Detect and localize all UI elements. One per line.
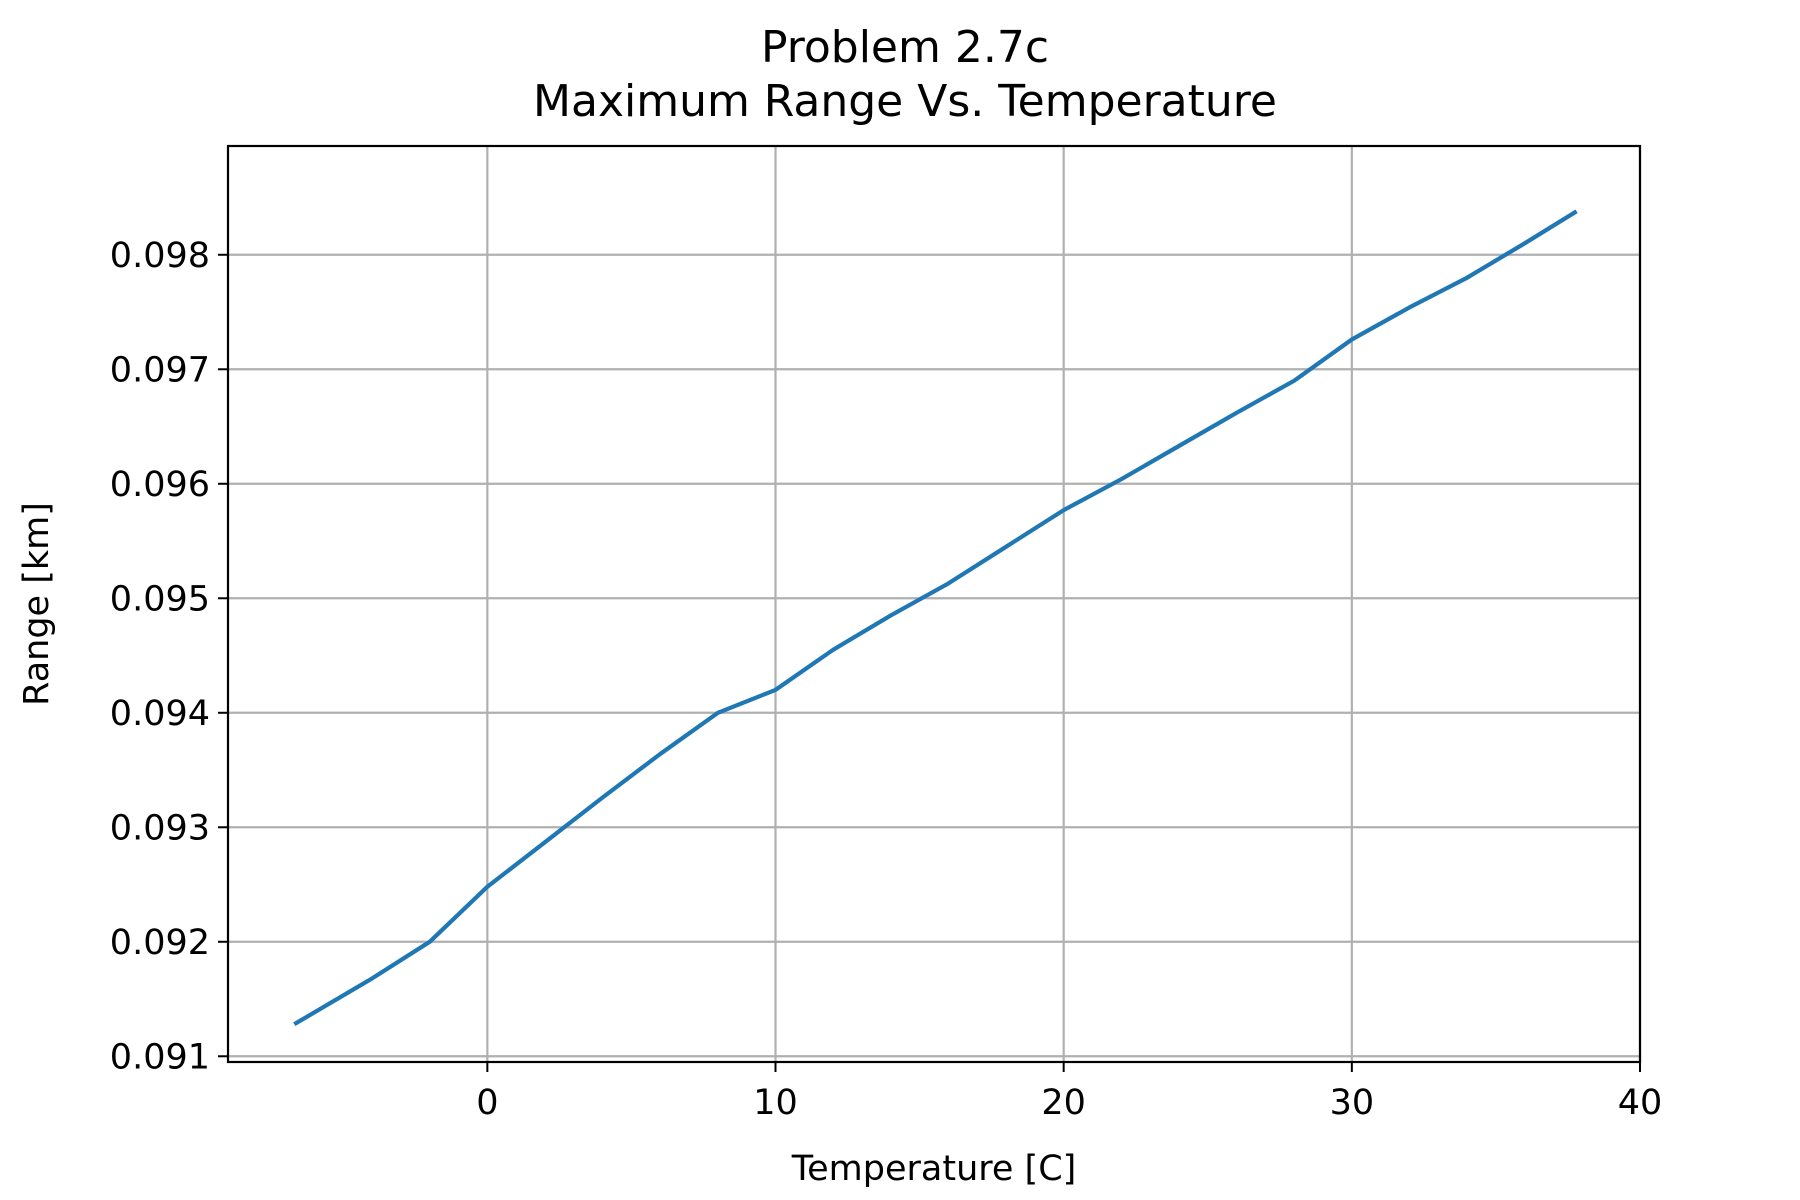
chart-subtitle: Maximum Range Vs. Temperature <box>533 76 1277 127</box>
chart-title: Problem 2.7c <box>761 22 1049 73</box>
y-tick-label: 0.093 <box>110 808 210 848</box>
plot-frame <box>226 144 1642 1064</box>
y-tick-label: 0.091 <box>110 1037 210 1077</box>
x-axis-label: Temperature [C] <box>791 1149 1077 1189</box>
y-tick-label: 0.094 <box>110 694 210 734</box>
series-line <box>293 209 1578 1027</box>
y-axis-label: Range [km] <box>17 502 57 706</box>
x-tick-label: 10 <box>753 1083 798 1123</box>
y-tick-label: 0.096 <box>110 465 210 505</box>
y-tick-label: 0.097 <box>110 350 210 390</box>
y-tick-label: 0.092 <box>110 923 210 963</box>
y-tick-label: 0.095 <box>110 579 210 619</box>
series-layer <box>293 209 1578 1027</box>
x-tick-label: 30 <box>1330 1083 1375 1123</box>
ticks: 0 10 20 30 40 0.091 0.092 0.093 0.094 0.095 0.096 0… <box>110 236 1662 1123</box>
x-tick-label: 0 <box>476 1083 498 1123</box>
x-tick-label: 40 <box>1618 1083 1663 1123</box>
x-tick-label: 20 <box>1041 1083 1086 1123</box>
y-tick-label: 0.098 <box>110 236 210 276</box>
